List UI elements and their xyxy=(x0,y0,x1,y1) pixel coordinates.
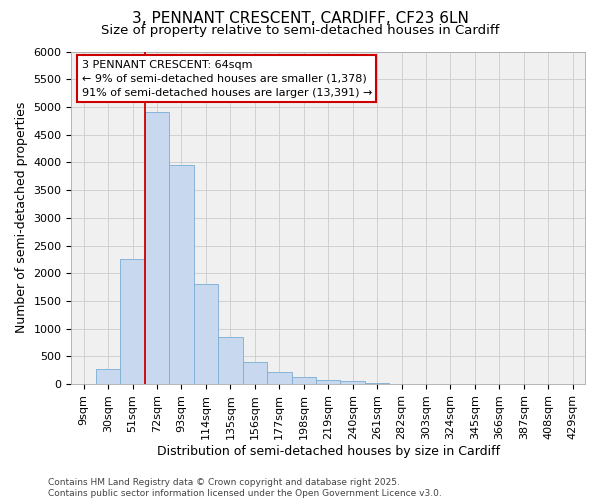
Bar xyxy=(340,382,365,384)
X-axis label: Distribution of semi-detached houses by size in Cardiff: Distribution of semi-detached houses by … xyxy=(157,444,500,458)
Text: Contains HM Land Registry data © Crown copyright and database right 2025.
Contai: Contains HM Land Registry data © Crown c… xyxy=(48,478,442,498)
Text: Size of property relative to semi-detached houses in Cardiff: Size of property relative to semi-detach… xyxy=(101,24,499,37)
Bar xyxy=(145,112,169,384)
Bar xyxy=(169,165,194,384)
Bar xyxy=(218,337,242,384)
Y-axis label: Number of semi-detached properties: Number of semi-detached properties xyxy=(15,102,28,334)
Bar xyxy=(242,362,267,384)
Text: 3 PENNANT CRESCENT: 64sqm
← 9% of semi-detached houses are smaller (1,378)
91% o: 3 PENNANT CRESCENT: 64sqm ← 9% of semi-d… xyxy=(82,60,372,98)
Bar xyxy=(194,284,218,384)
Bar xyxy=(292,377,316,384)
Bar xyxy=(267,372,292,384)
Text: 3, PENNANT CRESCENT, CARDIFF, CF23 6LN: 3, PENNANT CRESCENT, CARDIFF, CF23 6LN xyxy=(131,11,469,26)
Bar xyxy=(96,369,121,384)
Bar xyxy=(316,380,340,384)
Bar xyxy=(121,260,145,384)
